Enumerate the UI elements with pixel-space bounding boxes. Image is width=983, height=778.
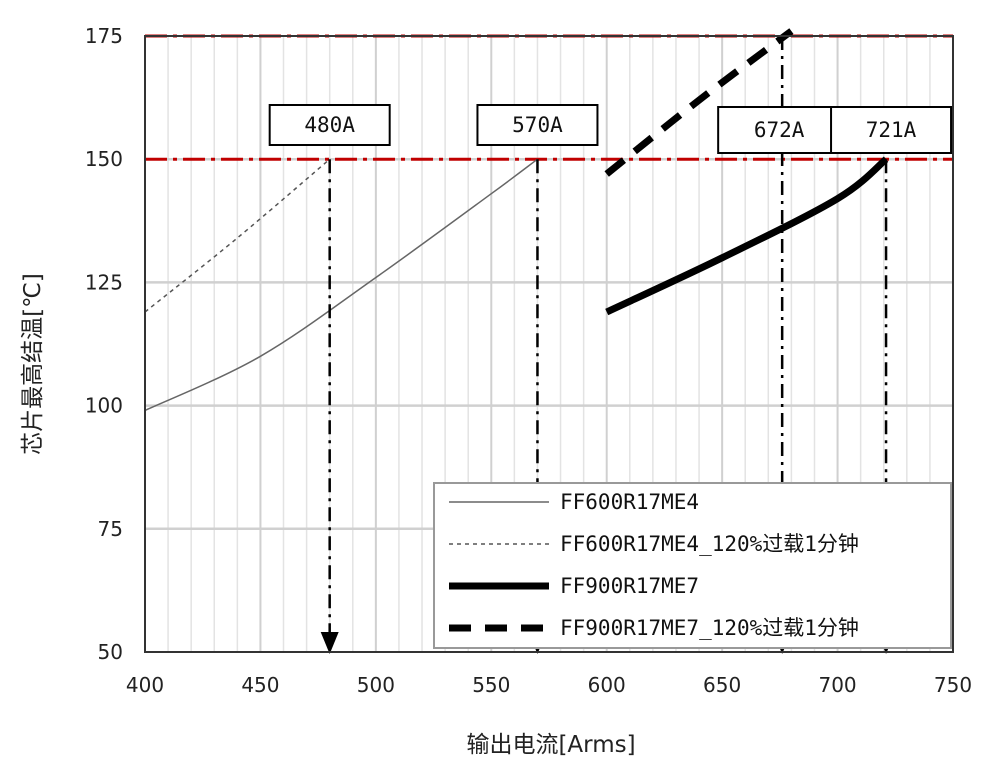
y-axis-title: 芯片最高结温[℃] xyxy=(20,273,46,455)
callout-label-3: 721A xyxy=(866,118,917,142)
callout-box-1 xyxy=(476,104,599,146)
y-tick-label: 100 xyxy=(85,394,123,418)
y-tick-label: 175 xyxy=(85,24,123,48)
plot-frame xyxy=(144,35,954,653)
x-tick-label: 700 xyxy=(818,673,856,697)
series-lines xyxy=(144,28,889,412)
y-tick-label: 75 xyxy=(98,517,123,541)
legend-label-1: FF600R17ME4 xyxy=(560,490,699,514)
drop-arrowhead-0 xyxy=(320,632,339,654)
series-line-1 xyxy=(144,158,538,412)
x-tick-label: 500 xyxy=(357,673,395,697)
legend: FF600R17ME4 FF600R17ME4_120%过载1分钟 FF900R17… xyxy=(433,482,952,649)
callout-label-1: 570A xyxy=(512,113,563,137)
x-tick-label: 750 xyxy=(934,673,972,697)
y-tick-label: 50 xyxy=(98,640,123,664)
legend-label-4: FF900R17ME7_120%过载1分钟 xyxy=(560,616,859,640)
x-tick-label: 450 xyxy=(241,673,279,697)
marker-callouts: 480A 570A 672A 721A xyxy=(268,104,953,154)
y-tick-label: 125 xyxy=(85,270,123,294)
legend-label-3: FF900R17ME7 xyxy=(560,574,699,598)
x-tick-label: 550 xyxy=(472,673,510,697)
callout-label-2: 672A xyxy=(754,118,805,142)
series-line-4 xyxy=(604,28,794,177)
x-axis-title: 输出电流[Arms] xyxy=(466,732,635,758)
y-tick-label: 150 xyxy=(85,147,123,171)
callout-box-0 xyxy=(268,104,391,146)
tick-labels: 400 450 500 550 600 650 700 750 50 75 100 125 150 175 xyxy=(85,24,972,697)
x-tick-label: 650 xyxy=(703,673,741,697)
x-tick-label: 600 xyxy=(588,673,626,697)
callout-box-3 xyxy=(830,106,953,154)
callout-label-0: 480A xyxy=(304,113,355,137)
x-tick-label: 400 xyxy=(126,673,164,697)
series-line-3 xyxy=(605,156,889,316)
legend-box xyxy=(433,482,952,649)
legend-label-2: FF600R17ME4_120%过载1分钟 xyxy=(560,532,859,556)
